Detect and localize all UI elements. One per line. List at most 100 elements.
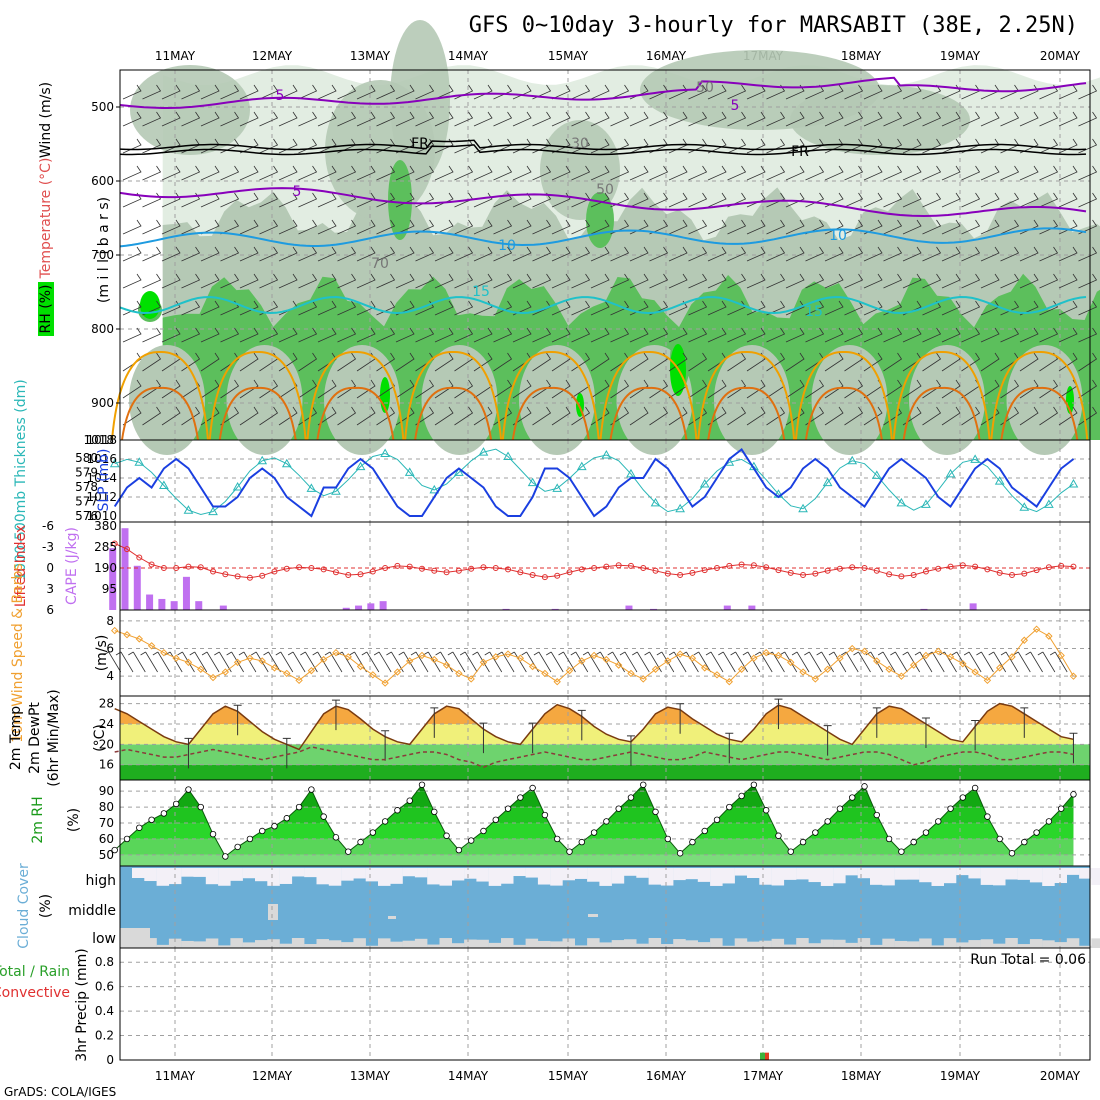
freezing-level-line bbox=[119, 144, 1087, 156]
wind-barb bbox=[142, 352, 162, 372]
rh-mid-patch bbox=[790, 85, 970, 155]
wind-barb bbox=[941, 138, 961, 154]
wind-barb bbox=[142, 219, 162, 235]
rh-marker bbox=[836, 805, 844, 812]
wind-barb bbox=[161, 165, 181, 181]
wind-barb bbox=[181, 165, 201, 181]
wind10m-marker bbox=[418, 651, 426, 660]
thickness-marker bbox=[380, 448, 390, 458]
wind10m-barb bbox=[300, 651, 318, 673]
wind-barb bbox=[727, 111, 747, 127]
cloud-high-gap bbox=[279, 868, 293, 884]
thickness-marker bbox=[847, 455, 858, 465]
cloud-high-gap bbox=[673, 868, 686, 881]
wind-barb bbox=[454, 273, 474, 289]
wind-barb bbox=[259, 379, 279, 399]
wind-barb bbox=[980, 111, 1000, 127]
wind-barb bbox=[434, 406, 454, 426]
bottom-day-label: 13MAY bbox=[350, 1069, 391, 1083]
wind-barb bbox=[200, 192, 220, 208]
wind-barb bbox=[1000, 327, 1020, 343]
wind10m-marker bbox=[295, 676, 303, 685]
wind-barb bbox=[434, 111, 454, 127]
temp-minmax-bar bbox=[626, 735, 635, 766]
rh-marker bbox=[787, 848, 794, 855]
thickness-marker bbox=[331, 486, 341, 495]
wind10m-barb bbox=[668, 651, 687, 673]
temp-minmax-bar bbox=[381, 730, 390, 761]
temp-minmax-bar bbox=[725, 732, 734, 764]
rh-marker bbox=[222, 853, 229, 860]
cloud-high-gap bbox=[144, 868, 157, 882]
temp-contour-25 bbox=[609, 386, 688, 441]
temp-minmax-bar bbox=[774, 698, 783, 730]
li-tick-label: -3 bbox=[42, 540, 54, 554]
wind-barb bbox=[337, 246, 357, 262]
wind10m-barb bbox=[828, 651, 847, 673]
wind-barb bbox=[161, 327, 181, 343]
li-marker bbox=[714, 565, 720, 571]
top-day-label: 20MAY bbox=[1040, 49, 1081, 63]
slp-tick-label: 1014 bbox=[86, 471, 117, 485]
wind-barb bbox=[688, 246, 708, 262]
wind-barb bbox=[863, 192, 883, 208]
wind10m-marker bbox=[258, 657, 266, 665]
wind-barb bbox=[1019, 192, 1039, 208]
wind-barb bbox=[317, 138, 337, 154]
wind-barb bbox=[278, 192, 298, 208]
wind-barb bbox=[1000, 111, 1020, 127]
wind-barb bbox=[727, 406, 747, 426]
wind-barb bbox=[961, 219, 981, 235]
wind-barb bbox=[629, 379, 649, 399]
wind-barb bbox=[883, 273, 903, 289]
temp-minmax-bar bbox=[676, 703, 685, 734]
wind-barb bbox=[707, 379, 727, 399]
wind-barb bbox=[298, 192, 318, 208]
li-marker bbox=[480, 564, 487, 571]
wind-barb bbox=[844, 406, 864, 426]
wind-barb bbox=[181, 273, 201, 289]
rh-marker bbox=[812, 829, 819, 836]
cloud-high-gap bbox=[267, 868, 280, 886]
li-marker bbox=[849, 564, 856, 571]
cloud-high-gap bbox=[870, 868, 883, 885]
cloud-low-bar bbox=[894, 940, 908, 948]
temp-contour-5-upper bbox=[119, 76, 1087, 109]
rh-marker bbox=[849, 794, 856, 801]
axis-label-rh2m: 2m RH bbox=[30, 796, 46, 843]
wind-barb bbox=[746, 138, 766, 154]
rh-marker bbox=[148, 816, 155, 824]
wind-barb bbox=[142, 192, 162, 208]
wind-barb bbox=[317, 406, 337, 426]
li-marker bbox=[148, 561, 155, 568]
li-marker bbox=[603, 563, 610, 570]
temp-minmax-bar bbox=[1069, 732, 1078, 764]
wind-barb bbox=[1039, 165, 1059, 181]
wind-barb bbox=[883, 352, 903, 372]
cloud-high-gap bbox=[427, 868, 440, 885]
rh-marker bbox=[726, 803, 733, 811]
wind-barb bbox=[220, 219, 240, 235]
wind10m-barb bbox=[619, 651, 638, 673]
wind-barb bbox=[317, 246, 337, 262]
cloud-level-low: low bbox=[92, 931, 116, 947]
wind10m-marker bbox=[541, 669, 549, 678]
wind-barb bbox=[863, 84, 883, 100]
li-line bbox=[114, 543, 1074, 579]
wind-barb bbox=[863, 138, 883, 154]
wind-barb bbox=[298, 246, 318, 262]
wind-barb bbox=[220, 327, 240, 343]
wind-barb bbox=[707, 165, 727, 181]
wind10m-marker bbox=[233, 658, 242, 667]
cloud-high-gap bbox=[513, 868, 526, 877]
rh-legend-swatch bbox=[38, 282, 54, 336]
wind-barb bbox=[220, 379, 240, 399]
li-tick-label: 0 bbox=[46, 561, 54, 575]
rh-marker bbox=[1021, 838, 1028, 846]
li-marker bbox=[320, 566, 327, 573]
rh-marker bbox=[492, 816, 499, 824]
rh-mid-patch bbox=[130, 65, 250, 155]
cloud-high-gap bbox=[562, 868, 575, 881]
wind-barb bbox=[532, 352, 552, 372]
li-marker bbox=[640, 565, 647, 571]
